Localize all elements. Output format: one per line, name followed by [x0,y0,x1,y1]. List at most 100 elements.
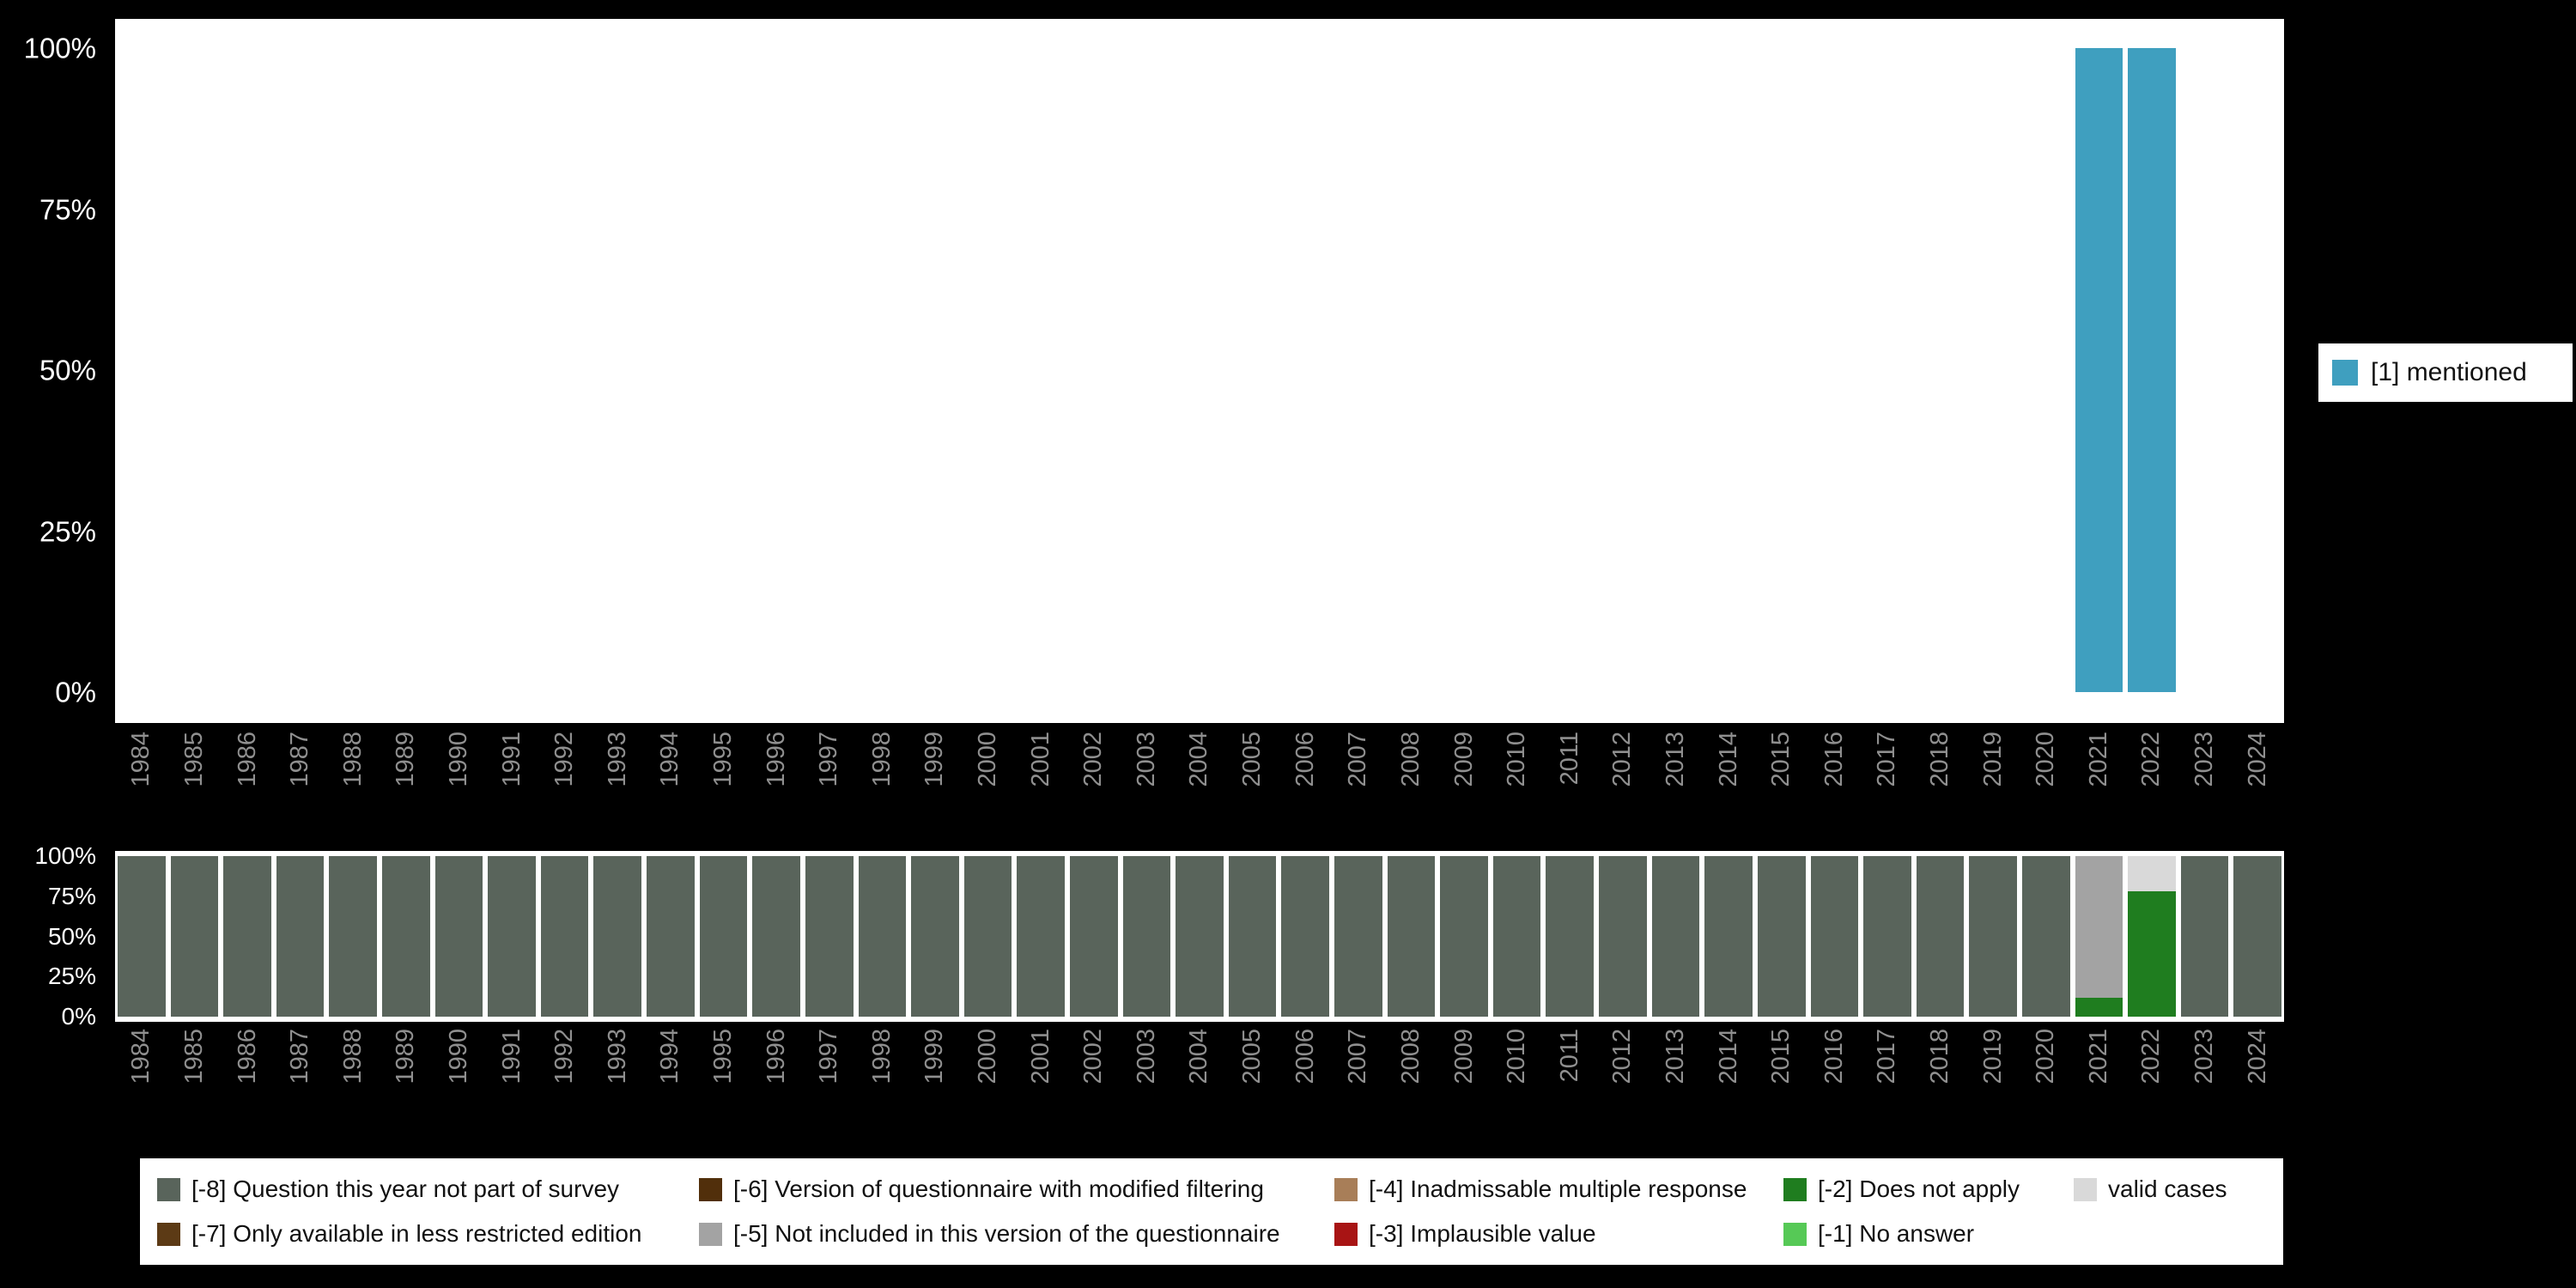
x-tick-label: 2010 [1503,1029,1531,1084]
top-chart-bars [115,48,2284,692]
x-tick-label: 1991 [497,1029,526,1084]
bar-2015 [1755,48,1808,692]
x-tick-1997: 1997 [803,1029,856,1139]
x-tick-label: 2023 [2190,732,2219,787]
bar-2002 [1067,856,1121,1017]
bar-2005 [1226,856,1279,1017]
x-tick-label: 1990 [444,1029,472,1084]
bar-1992 [538,856,592,1017]
x-tick-2008: 2008 [1385,1029,1438,1139]
bar-segment [223,856,271,1017]
legend-color-chip [1783,1222,1807,1246]
x-tick-2012: 2012 [1596,732,1649,841]
y-tick-label: 50% [47,922,96,950]
bar-segment [1176,856,1224,1017]
x-tick-label: 2016 [1820,732,1848,787]
bar-segment [2128,856,2176,892]
x-tick-label: 1989 [392,732,420,787]
x-tick-1994: 1994 [644,1029,697,1139]
bar-2003 [1121,856,1174,1017]
legend-item: [-7] Only available in less restricted e… [157,1212,699,1256]
bar-segment [1651,856,1700,1017]
bar-2001 [1014,856,1067,1017]
bar-segment [382,856,430,1017]
x-tick-2005: 2005 [1226,1029,1279,1139]
x-tick-label: 1995 [709,732,737,787]
x-tick-label: 1984 [127,1029,155,1084]
x-tick-label: 1996 [762,732,790,787]
x-tick-label: 1990 [444,732,472,787]
bar-2022 [2125,856,2178,1017]
top-chart-y-axis: 100% 75% 50% 25% 0% [15,34,96,707]
x-tick-label: 2018 [1926,1029,1954,1084]
bar-2011 [1543,48,1596,692]
x-tick-label: 1985 [179,1029,208,1084]
bar-2011 [1543,856,1596,1017]
bar-segment [858,856,907,1017]
bar-1996 [750,48,803,692]
x-tick-1998: 1998 [856,732,909,841]
bar-1994 [644,856,697,1017]
legend-label: [-3] Implausible value [1369,1220,1596,1247]
bar-segment [2180,856,2229,1017]
x-tick-label: 2001 [1026,732,1054,787]
x-tick-2016: 2016 [1808,1029,1862,1139]
bar-2006 [1279,856,1332,1017]
bar-1987 [274,856,327,1017]
x-tick-label: 1995 [709,1029,737,1084]
legend-item: [-3] Implausible value [1334,1212,1783,1256]
bar-2020 [2020,856,2073,1017]
x-tick-1984: 1984 [115,732,168,841]
y-tick-label: 0% [61,1003,96,1030]
x-tick-2024: 2024 [2231,732,2284,841]
bar-segment [276,856,325,1017]
bar-segment [1440,856,1488,1017]
legend-color-chip [1334,1177,1358,1201]
x-tick-2018: 2018 [1914,732,1967,841]
legend-label: [-4] Inadmissable multiple response [1369,1176,1747,1202]
x-tick-2001: 2001 [1014,1029,1067,1139]
x-tick-label: 2004 [1185,1029,1213,1084]
bar-1995 [697,48,750,692]
x-tick-2001: 2001 [1014,732,1067,841]
x-tick-label: 1999 [920,732,949,787]
legend-column-4: [-2] Does not apply [-1] No answer [1783,1167,2074,1256]
x-tick-label: 1992 [550,1029,579,1084]
x-tick-2013: 2013 [1649,732,1703,841]
x-tick-label: 2015 [1767,732,1795,787]
bar-1990 [433,856,486,1017]
x-tick-2005: 2005 [1226,732,1279,841]
bar-2024 [2231,856,2284,1017]
x-tick-label: 2017 [1873,1029,1901,1084]
x-tick-label: 1993 [603,1029,631,1084]
y-tick-label: 25% [47,963,96,990]
x-tick-2003: 2003 [1121,1029,1174,1139]
bar-segment [170,856,219,1017]
bar-segment [963,856,1012,1017]
legend-label: [-5] Not included in this version of the… [733,1220,1280,1247]
x-tick-label: 2011 [1555,1029,1583,1083]
bar-segment [2021,856,2070,1017]
x-tick-label: 2002 [1079,1029,1108,1084]
x-tick-2009: 2009 [1437,732,1491,841]
x-tick-label: 2003 [1132,732,1160,787]
x-tick-label: 2004 [1185,732,1213,787]
x-tick-label: 2024 [2243,732,2271,787]
x-tick-2000: 2000 [962,1029,1015,1139]
x-tick-2003: 2003 [1121,732,1174,841]
x-tick-2009: 2009 [1437,1029,1491,1139]
bar-segment [1281,856,1330,1017]
bar-1986 [221,48,274,692]
x-tick-2007: 2007 [1332,1029,1385,1139]
bar-segment [488,856,536,1017]
x-tick-1999: 1999 [908,1029,962,1139]
x-tick-label: 1996 [762,1029,790,1084]
bar-segment [1863,856,1911,1017]
x-tick-label: 2020 [2032,732,2060,787]
top-chart-plot-area [115,19,2284,723]
x-tick-label: 2002 [1079,732,1108,787]
x-tick-label: 1994 [656,732,684,787]
x-tick-label: 2014 [1714,732,1742,787]
bar-2012 [1596,48,1649,692]
x-tick-label: 2017 [1873,732,1901,787]
